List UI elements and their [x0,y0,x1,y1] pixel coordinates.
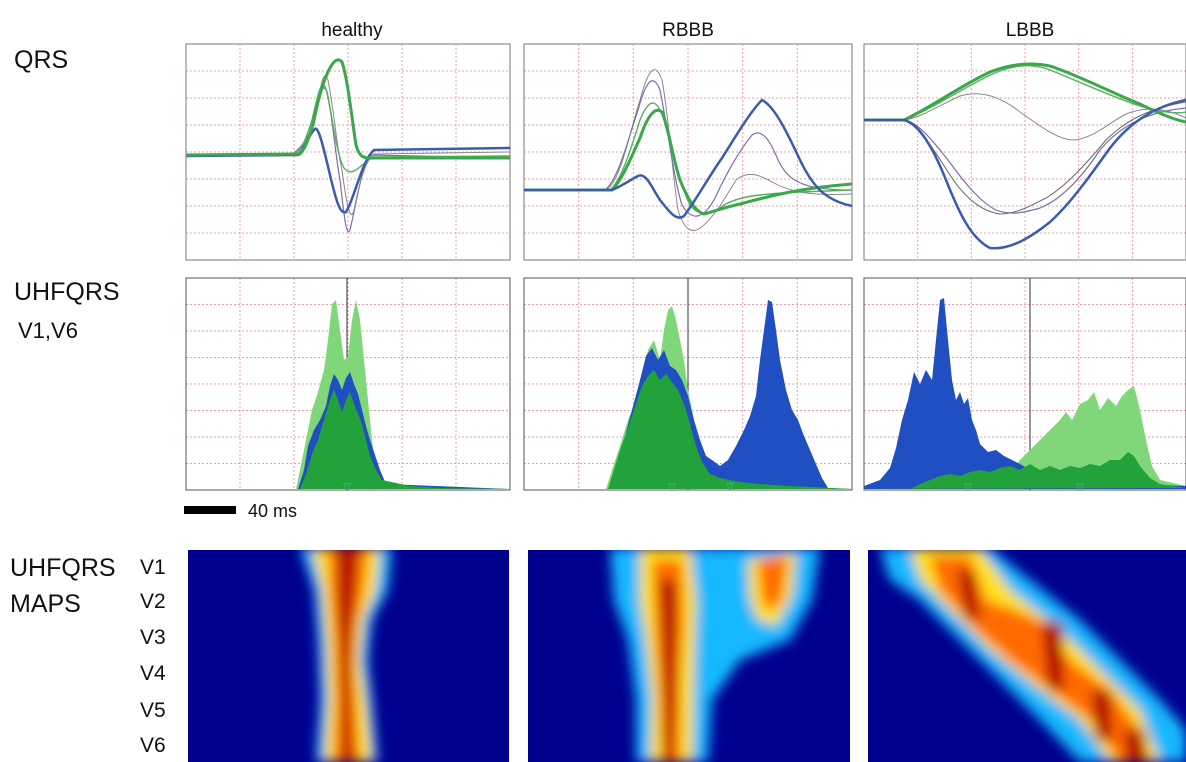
lead-label-v3: V3 [140,626,166,649]
row-label-uhfqrs-maps-1: UHFQRS [10,554,116,582]
uhf-area-dark-green [186,390,510,489]
uhf-map-rbbb [528,550,850,762]
qrs-traces-lbbb [864,62,1186,250]
row-label-qrs: QRS [14,46,68,74]
lead-label-v2: V2 [140,590,166,613]
svg-text:▽: ▽ [964,482,972,493]
uhf-area-blue-rbbb [524,300,852,489]
qrs-panel-healthy [185,43,511,261]
uhf-map-healthy [188,550,509,762]
qrs-panel-rbbb [523,43,853,261]
lead-label-v4: V4 [140,662,166,685]
qrs-traces-healthy [185,58,511,233]
svg-text:▽: ▽ [343,482,351,493]
column-title-lbbb: LBBB [1006,20,1055,41]
scale-bar [184,506,236,514]
uhf-area-blue-lbbb [864,298,1186,489]
svg-text:▽: ▽ [726,482,734,493]
uhf-panel-lbbb: ▽ ▽ [863,277,1186,493]
uhf-area-dark-green-rbbb [524,370,852,489]
svg-text:▽: ▽ [1076,482,1084,493]
uhf-area-dark-green-lbbb [864,452,1186,489]
svg-text:▽: ▽ [668,482,676,493]
lead-label-v5: V5 [140,699,166,722]
grid [186,44,510,260]
qrs-panel-lbbb [863,43,1186,261]
column-title-healthy: healthy [321,20,383,41]
row-label-uhfqrs-maps-2: MAPS [10,590,81,618]
lead-label-v6: V6 [140,734,166,757]
scale-bar-label: 40 ms [248,501,297,521]
uhf-map-lbbb [868,550,1186,762]
qrs-traces-rbbb [524,69,853,232]
grid [524,44,852,260]
lead-label-v1: V1 [140,556,166,579]
uhf-panel-healthy: ▽ [185,277,511,493]
row-sublabel-v1-v6: V1,V6 [18,318,78,343]
uhf-panel-rbbb: ▽ ▽ [523,277,853,493]
column-title-rbbb: RBBB [662,20,714,41]
grid [864,44,1186,260]
row-label-uhfqrs: UHFQRS [14,278,120,306]
